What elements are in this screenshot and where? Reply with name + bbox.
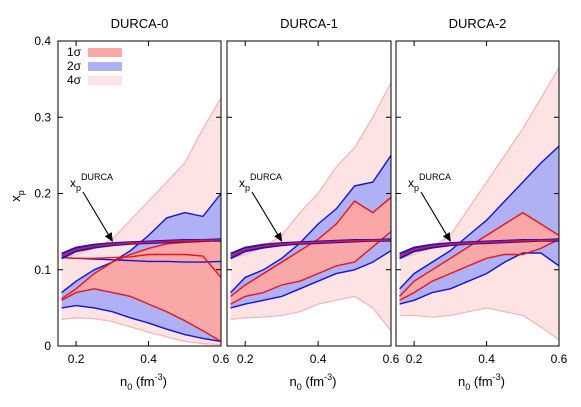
x-axis-label-part: -3 bbox=[324, 372, 332, 382]
x-tick-label: 0.2 bbox=[68, 352, 85, 366]
x-axis-label-part: ) bbox=[163, 374, 167, 389]
sigma1-band bbox=[230, 197, 391, 305]
sigma4-lower-line bbox=[230, 295, 391, 332]
durca-annotation-part: DURCA bbox=[81, 172, 113, 182]
durca-center-line bbox=[61, 239, 221, 257]
legend-swatch bbox=[88, 62, 122, 71]
x-axis-label: n0 (fm-3) bbox=[290, 372, 337, 392]
sigma4-lower-line bbox=[399, 307, 559, 341]
y-tick-label: 0.3 bbox=[34, 110, 51, 124]
sigma2-upper-line bbox=[230, 155, 391, 294]
y-tick-label: 0.1 bbox=[34, 263, 51, 277]
legend-swatch bbox=[88, 48, 122, 57]
x-axis-label-part: (fm bbox=[132, 374, 154, 389]
durca-annotation-part: p bbox=[245, 183, 250, 193]
legend-label: 4σ bbox=[67, 73, 82, 87]
sigma4-lower-line bbox=[61, 317, 221, 346]
x-tick-label: 0.2 bbox=[237, 352, 254, 366]
durca-annotation-part: x bbox=[239, 176, 245, 190]
durca-arrow bbox=[420, 191, 451, 242]
x-axis-label: n0 (fm-3) bbox=[458, 372, 505, 392]
panel-title: DURCA-2 bbox=[449, 16, 507, 31]
x-tick-label: 0.4 bbox=[478, 352, 495, 366]
sigma4-upper-line bbox=[61, 97, 221, 259]
x-tick-label: 0.6 bbox=[213, 352, 230, 366]
x-axis-label-part: ) bbox=[501, 374, 505, 389]
durca-annotation-part: x bbox=[70, 176, 76, 190]
durca-annotation: xpDURCA bbox=[239, 172, 282, 193]
y-axis-label-part: x bbox=[8, 195, 23, 202]
plot-area bbox=[399, 67, 559, 341]
x-axis-label-part: n bbox=[458, 374, 465, 389]
y-axis-label: xp bbox=[8, 190, 26, 202]
legend-label: 2σ bbox=[67, 59, 82, 73]
sigma2-lower-line bbox=[399, 252, 559, 305]
panel-durca-1: 0.2 0.4 0.6 DURCA-1 n0 (fm-3) xpDURCA bbox=[226, 16, 400, 392]
x-axis-label-part: (fm bbox=[302, 374, 324, 389]
x-axis-label-part: n bbox=[120, 374, 127, 389]
durca-annotation-part: p bbox=[414, 183, 419, 193]
x-tick-label: 0.2 bbox=[406, 352, 423, 366]
durca-annotation-part: DURCA bbox=[419, 172, 451, 182]
durca-annotation-part: x bbox=[408, 176, 414, 190]
x-axis-label: n0 (fm-3) bbox=[120, 372, 167, 392]
x-tick-label: 0.4 bbox=[310, 352, 327, 366]
y-axis-label-part: p bbox=[16, 190, 26, 195]
sigma1-inner-line bbox=[61, 253, 221, 278]
legend-swatch bbox=[88, 76, 122, 85]
durca-annotation: xpDURCA bbox=[70, 172, 113, 193]
y-tick-label: 0.2 bbox=[34, 187, 51, 201]
sigma1-upper-line bbox=[230, 196, 391, 297]
sigma1-band bbox=[399, 212, 559, 301]
sigma1-lower-line bbox=[230, 231, 391, 305]
plot-area bbox=[230, 82, 391, 332]
sigma1-band bbox=[61, 240, 221, 342]
panel-title: DURCA-0 bbox=[111, 16, 169, 31]
sigma4-upper-line bbox=[230, 82, 391, 259]
panel-durca-2: 0.2 0.4 0.6 DURCA-2 n0 (fm-3) xpDURCA bbox=[395, 16, 568, 392]
durca-center-line bbox=[399, 239, 559, 257]
sigma1-lower-line bbox=[399, 238, 559, 301]
y-tick-label: 0.4 bbox=[34, 34, 51, 48]
panel-title: DURCA-1 bbox=[280, 16, 338, 31]
y-tick-label: 0 bbox=[44, 339, 51, 353]
x-axis-label-part: 0 bbox=[127, 382, 132, 392]
x-axis-label-part: 0 bbox=[297, 382, 302, 392]
sigma4-upper-line bbox=[399, 67, 559, 259]
x-tick-label: 0.4 bbox=[140, 352, 157, 366]
x-tick-label: 0.6 bbox=[551, 352, 568, 366]
x-tick-label: 0.6 bbox=[383, 352, 400, 366]
x-axis-label-part: n bbox=[290, 374, 297, 389]
x-axis-label-part: 0 bbox=[465, 382, 470, 392]
durca-annotation-part: DURCA bbox=[250, 172, 282, 182]
sigma2-lower-line bbox=[61, 304, 221, 343]
plot-area bbox=[61, 97, 221, 346]
x-axis-label-part: -3 bbox=[493, 372, 501, 382]
legend-label: 1σ bbox=[67, 45, 82, 59]
x-axis-label-part: -3 bbox=[155, 372, 163, 382]
durca-annotation-part: p bbox=[76, 183, 81, 193]
durca-annotation: xpDURCA bbox=[408, 172, 451, 193]
sigma1-lower-line bbox=[61, 288, 221, 343]
sigma2-upper-line bbox=[399, 145, 559, 290]
x-axis-label-part: (fm bbox=[470, 374, 492, 389]
durca-arrow bbox=[251, 191, 283, 242]
x-axis-label-part: ) bbox=[332, 374, 336, 389]
durca-center-line bbox=[230, 239, 391, 257]
sigma2-lower-line bbox=[230, 250, 391, 309]
durca-arrow bbox=[82, 191, 113, 242]
